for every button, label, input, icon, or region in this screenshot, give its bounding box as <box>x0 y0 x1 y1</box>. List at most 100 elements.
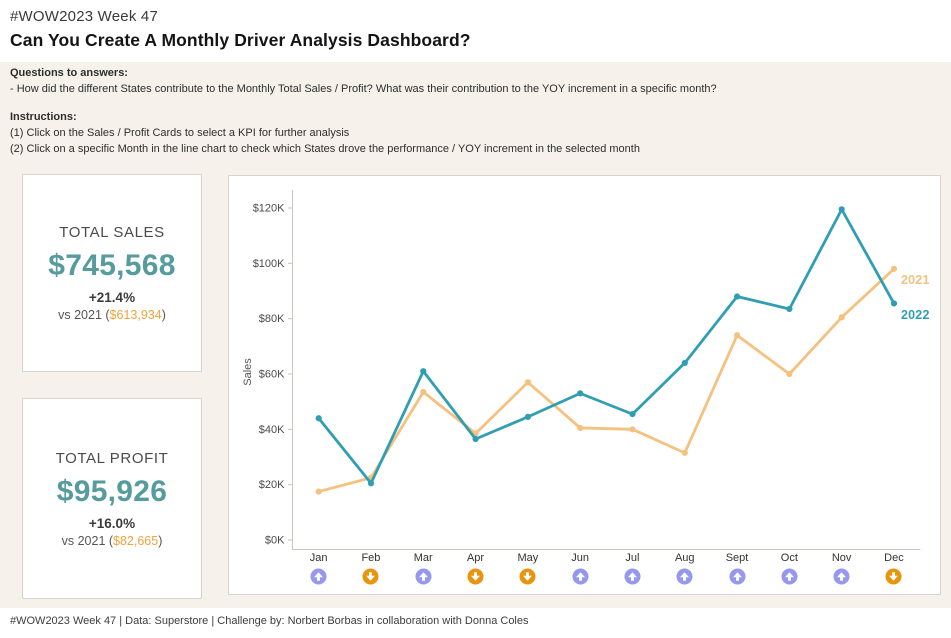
data-point-2022-mar[interactable] <box>420 368 427 375</box>
line-chart-canvas: $0K $20K $40K $60K $80K $100K $120K Sales <box>242 190 921 550</box>
month-item-apr[interactable]: Apr <box>449 552 501 592</box>
data-point-2021-mar[interactable] <box>420 388 427 396</box>
month-label[interactable]: May <box>517 552 539 564</box>
y-tick-label: $0K <box>265 535 285 547</box>
arrow-glyph <box>523 572 533 581</box>
data-point-2022-nov[interactable] <box>838 206 845 213</box>
arrow-glyph <box>471 572 481 581</box>
instructions-heading: Instructions: <box>10 111 77 123</box>
data-point-2022-aug[interactable] <box>681 359 688 367</box>
yoy-down-arrow-icon[interactable] <box>467 568 484 585</box>
month-label[interactable]: Oct <box>780 552 798 564</box>
footer-credit: #WOW2023 Week 47 | Data: Superstore | Ch… <box>10 615 529 627</box>
kpi-value: $95,926 <box>56 474 168 508</box>
arrow-glyph <box>784 572 794 581</box>
month-item-may[interactable]: May <box>502 552 554 592</box>
month-label[interactable]: Apr <box>466 552 485 564</box>
month-item-nov[interactable]: Nov <box>816 552 868 592</box>
month-item-jul[interactable]: Jul <box>606 552 658 592</box>
kpi-card-total-profit[interactable]: TOTAL PROFIT $95,926 +16.0% vs 2021 ($82… <box>22 398 202 599</box>
month-item-dec[interactable]: Dec <box>868 552 920 592</box>
month-label[interactable]: Jul <box>625 552 640 564</box>
info-block: Questions to answers: - How did the diff… <box>10 67 717 155</box>
yoy-up-arrow-icon[interactable] <box>310 568 327 585</box>
arrow-glyph <box>575 572 585 581</box>
data-point-2022-feb[interactable] <box>367 480 375 487</box>
y-tick-label: $20K <box>259 479 285 491</box>
data-point-2022-dec[interactable] <box>890 300 898 307</box>
kpi-vs-prior-year: vs 2021 ($82,665) <box>62 534 163 548</box>
pretitle: #WOW2023 Week 47 <box>10 8 158 25</box>
arrow-glyph <box>889 572 899 581</box>
yoy-down-arrow-icon[interactable] <box>885 568 902 585</box>
data-point-2021-dec[interactable] <box>890 265 898 272</box>
kpi-delta: +21.4% <box>88 290 136 305</box>
data-point-2022-sept[interactable] <box>734 293 741 300</box>
month-label[interactable]: Dec <box>884 552 904 564</box>
y-tick-label: $80K <box>259 313 285 325</box>
data-point-2021-jun[interactable] <box>577 424 584 432</box>
data-point-2021-jan[interactable] <box>315 488 322 495</box>
month-item-aug[interactable]: Aug <box>659 552 711 592</box>
questions-heading: Questions to answers: <box>10 67 128 79</box>
data-point-2021-jul[interactable] <box>629 426 636 433</box>
yoy-down-arrow-icon[interactable] <box>362 568 379 585</box>
kpi-delta: +16.0% <box>88 515 136 531</box>
month-label[interactable]: Sept <box>725 552 749 564</box>
month-label[interactable]: Jun <box>571 552 590 564</box>
month-label[interactable]: Aug <box>674 552 695 564</box>
month-item-jan[interactable]: Jan <box>293 552 345 592</box>
data-point-2021-sept[interactable] <box>734 332 741 339</box>
dashboard-body: Questions to answers: - How did the diff… <box>0 62 951 608</box>
kpi-vs-suffix: ) <box>161 308 166 322</box>
yoy-up-arrow-icon[interactable] <box>415 568 432 585</box>
arrow-glyph <box>627 572 637 581</box>
month-item-oct[interactable]: Oct <box>763 552 815 592</box>
kpi-card-total-sales[interactable]: TOTAL SALES $745,568 +21.4% vs 2021 ($61… <box>22 174 202 372</box>
y-tick-label: $100K <box>253 258 285 270</box>
yoy-down-arrow-icon[interactable] <box>519 568 536 585</box>
arrow-glyph <box>732 572 742 581</box>
y-tick-label: $120K <box>253 202 285 214</box>
arrow-glyph <box>418 572 428 581</box>
yoy-up-arrow-icon[interactable] <box>572 568 589 585</box>
data-point-2022-jul[interactable] <box>629 411 636 418</box>
arrow-glyph <box>314 572 324 581</box>
yoy-up-arrow-icon[interactable] <box>624 568 641 585</box>
kpi-title: TOTAL SALES <box>59 224 165 241</box>
data-point-2021-oct[interactable] <box>786 370 793 378</box>
yoy-up-arrow-icon[interactable] <box>833 568 850 585</box>
month-item-jun[interactable]: Jun <box>554 552 606 592</box>
data-point-2022-apr[interactable] <box>472 435 479 443</box>
kpi-vs-prior-year: vs 2021 ($613,934) <box>58 308 166 322</box>
data-point-2021-may[interactable] <box>524 379 531 386</box>
kpi-vs-amount: $613,934 <box>109 308 162 322</box>
data-point-2022-jan[interactable] <box>315 415 322 422</box>
month-label[interactable]: Jan <box>309 552 328 564</box>
instruction-1: (1) Click on the Sales / Profit Cards to… <box>10 127 350 139</box>
month-label[interactable]: Mar <box>413 552 433 564</box>
kpi-vs-amount: $82,665 <box>113 533 159 548</box>
arrow-glyph <box>680 572 690 581</box>
data-point-2021-nov[interactable] <box>838 314 845 321</box>
data-point-2022-jun[interactable] <box>577 390 584 397</box>
month-label[interactable]: Feb <box>361 552 381 564</box>
month-item-sept[interactable]: Sept <box>711 552 763 592</box>
page-title: Can You Create A Monthly Driver Analysis… <box>10 30 471 50</box>
yoy-up-arrow-icon[interactable] <box>729 568 746 585</box>
data-point-2021-aug[interactable] <box>681 449 688 456</box>
series-line-2022 <box>317 207 896 485</box>
kpi-vs-prefix: vs 2021 ( <box>58 308 110 322</box>
series-line-2021 <box>317 267 896 493</box>
sales-line-chart-panel: $0K $20K $40K $60K $80K $100K $120K Sales 2021 … <box>228 175 941 595</box>
yoy-up-arrow-icon[interactable] <box>781 568 798 585</box>
arrow-glyph <box>837 572 847 581</box>
month-item-feb[interactable]: Feb <box>345 552 397 592</box>
y-tick-label: $40K <box>259 424 285 436</box>
yoy-up-arrow-icon[interactable] <box>676 568 693 585</box>
data-point-2022-may[interactable] <box>524 413 531 420</box>
question-text: - How did the different States contribut… <box>10 83 717 95</box>
month-label[interactable]: Nov <box>831 552 852 564</box>
month-item-mar[interactable]: Mar <box>397 552 449 592</box>
data-point-2022-oct[interactable] <box>786 305 793 313</box>
